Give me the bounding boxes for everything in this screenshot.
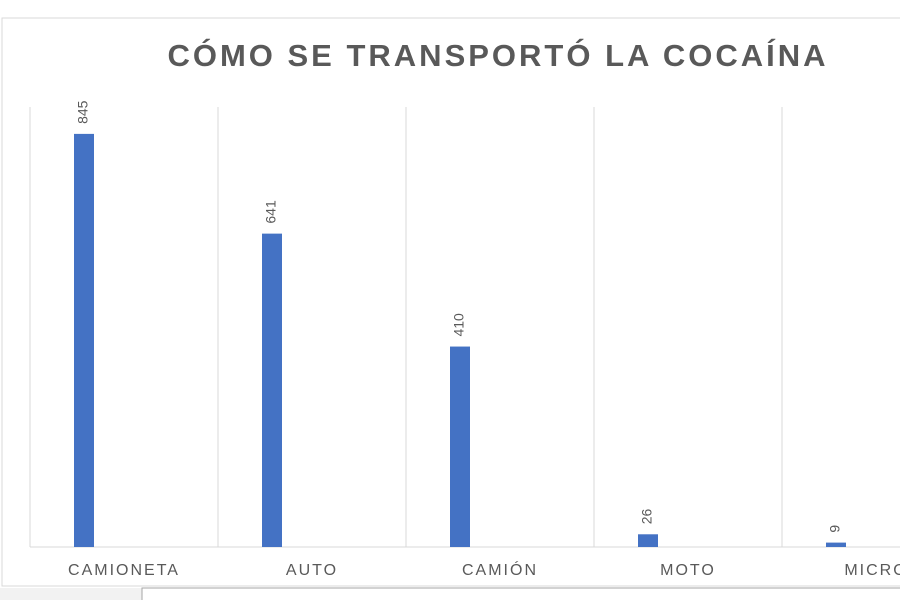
bar	[638, 534, 658, 547]
bar	[74, 133, 94, 547]
x-tick-label: MOTO	[660, 562, 716, 579]
bar	[826, 542, 846, 547]
chart-title: CÓMO SE TRANSPORTÓ LA COCAÍNA	[167, 37, 828, 73]
data-label: 9	[827, 525, 843, 533]
x-tick-label: AUTO	[286, 562, 338, 579]
data-label: 845	[75, 100, 91, 124]
bar	[262, 233, 282, 547]
data-label: 410	[451, 313, 467, 337]
sheet-box	[141, 587, 900, 600]
x-tick-label: CAMIÓN	[462, 560, 538, 579]
data-label: 641	[263, 200, 279, 224]
bar	[450, 346, 470, 547]
sheet-area	[0, 588, 142, 600]
x-tick-label: MICRO	[844, 562, 900, 579]
data-label: 26	[639, 509, 655, 525]
x-tick-label: CAMIONETA	[68, 562, 180, 579]
